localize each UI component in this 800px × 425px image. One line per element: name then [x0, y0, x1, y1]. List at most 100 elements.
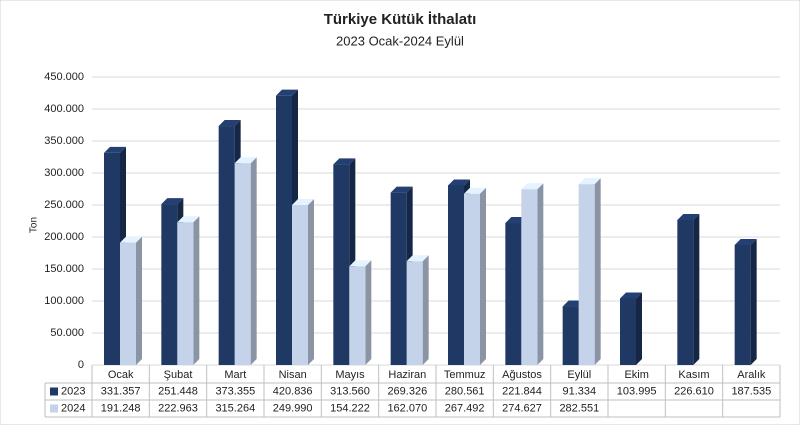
- bar: [677, 219, 694, 365]
- bar-side: [365, 260, 372, 365]
- bar-top: [292, 199, 314, 206]
- table-value: 274.627: [502, 402, 542, 414]
- x-tick-label: Ocak: [108, 369, 134, 381]
- bar: [406, 261, 423, 365]
- bar-side: [537, 183, 544, 365]
- bar: [218, 126, 235, 366]
- x-tick-label: Haziran: [388, 369, 426, 381]
- bar: [234, 163, 251, 365]
- table-value: 313.560: [330, 385, 370, 397]
- x-tick-label: Şubat: [164, 369, 193, 381]
- x-tick-label: Mart: [224, 369, 246, 381]
- legend-key: [50, 404, 58, 413]
- bar: [276, 95, 292, 365]
- table-value: 420.836: [273, 385, 313, 397]
- bar-top: [734, 238, 757, 245]
- bar-side: [308, 199, 314, 365]
- legend-key: [50, 387, 58, 396]
- y-tick-label: 400.000: [44, 103, 84, 115]
- bar: [521, 189, 538, 365]
- bar-top: [390, 186, 413, 193]
- table-value: 154.222: [330, 402, 370, 414]
- bar: [161, 204, 178, 365]
- bar-side: [750, 238, 757, 365]
- table-value: 191.248: [101, 402, 141, 414]
- y-tick-label: 50.000: [50, 327, 84, 339]
- table-value: 226.610: [674, 385, 714, 397]
- y-axis-title: Ton: [29, 217, 40, 233]
- chart-subtitle: 2023 Ocak-2024 Eylül: [336, 33, 464, 48]
- y-tick-label: 100.000: [44, 295, 84, 307]
- bar: [104, 152, 120, 365]
- bar-top: [276, 89, 298, 96]
- y-tick-label: 200.000: [44, 231, 84, 243]
- bar-top: [218, 120, 241, 127]
- table-value: 249.990: [273, 402, 313, 414]
- bar-side: [480, 187, 486, 365]
- bar-side: [422, 255, 429, 365]
- bar-top: [120, 236, 142, 243]
- bar: [448, 185, 464, 365]
- table-value: 91.334: [563, 385, 597, 397]
- x-tick-label: Kasım: [678, 369, 709, 381]
- x-tick-label: Mayıs: [335, 369, 365, 381]
- bar-top: [521, 183, 544, 190]
- bar: [333, 164, 350, 365]
- bar: [505, 223, 522, 365]
- bar-top: [448, 179, 470, 186]
- table-value: 315.264: [215, 402, 255, 414]
- bar: [390, 192, 407, 365]
- table-value: 103.995: [617, 385, 657, 397]
- table-value: 331.357: [101, 385, 141, 397]
- bar: [464, 193, 480, 365]
- x-tick-label: Ağustos: [502, 369, 542, 381]
- bar: [177, 222, 194, 365]
- chart-title: Türkiye Kütük İthalatı: [324, 11, 477, 28]
- x-tick-label: Nisan: [279, 369, 307, 381]
- bar-top: [464, 187, 486, 194]
- y-tick-label: 300.000: [44, 167, 84, 179]
- x-tick-label: Aralık: [737, 369, 766, 381]
- y-tick-label: 350.000: [44, 135, 84, 147]
- bar: [734, 244, 751, 365]
- y-tick-label: 450.000: [44, 71, 84, 83]
- table-value: 221.844: [502, 385, 542, 397]
- bar: [120, 242, 136, 365]
- bar-top: [349, 260, 372, 267]
- bar: [578, 184, 595, 365]
- bar-top: [161, 198, 184, 205]
- bar: [292, 205, 308, 365]
- y-tick-label: 150.000: [44, 263, 84, 275]
- bar-top: [677, 213, 700, 220]
- bar-top: [234, 157, 257, 164]
- table-value: 282.551: [559, 402, 599, 414]
- table-value: 269.326: [387, 385, 427, 397]
- bar-top: [578, 178, 601, 185]
- bar-top: [333, 158, 356, 165]
- table-value: 251.448: [158, 385, 198, 397]
- table-value: 162.070: [387, 402, 427, 414]
- y-tick-label: 0: [78, 359, 84, 371]
- bar-side: [136, 236, 142, 365]
- x-tick-label: Eylül: [567, 369, 591, 381]
- table-value: 187.535: [731, 385, 771, 397]
- bar: [562, 306, 579, 365]
- bar-side: [250, 157, 257, 365]
- table-value: 267.492: [445, 402, 485, 414]
- bar-top: [104, 146, 126, 153]
- bar-side: [693, 213, 700, 365]
- bar-side: [594, 178, 601, 365]
- bar: [349, 266, 366, 365]
- table-value: 280.561: [445, 385, 485, 397]
- bar-top: [620, 292, 642, 299]
- legend-label: 2024: [61, 402, 85, 414]
- legend-label: 2023: [61, 385, 85, 397]
- x-tick-label: Temmuz: [444, 369, 486, 381]
- bar: [620, 298, 636, 365]
- bar-top: [406, 255, 429, 262]
- bar-side: [193, 216, 200, 365]
- bar-side: [636, 292, 642, 365]
- bar-top: [177, 216, 200, 223]
- x-tick-label: Ekim: [624, 369, 648, 381]
